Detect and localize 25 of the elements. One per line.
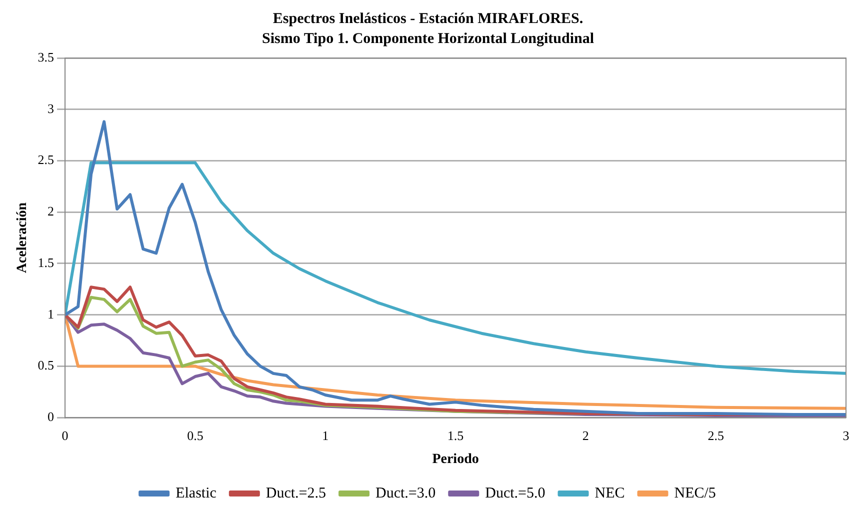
y-tick-label: 1.5 [38, 254, 54, 270]
y-tick-label: 2.5 [38, 152, 54, 168]
x-tick-label: 0.5 [187, 428, 204, 443]
legend-label: Duct.=2.5 [266, 485, 326, 502]
legend-label: Duct.=5.0 [485, 485, 546, 502]
x-tick-label: 3 [842, 428, 850, 443]
y-tick-label: 3 [48, 100, 54, 116]
chart-title: Espectros Inelásticos - Estación MIRAFLORES. [272, 10, 584, 27]
chart-subtitle: Sismo Tipo 1. Componente Horizontal Longitudinal [262, 30, 594, 47]
legend-label: Duct.=3.0 [376, 485, 436, 502]
x-tick-label: 1.5 [447, 428, 464, 443]
y-axis-title: Aceleración [15, 202, 30, 274]
y-tick-label: 3.5 [38, 49, 54, 64]
x-axis-title: Periodo [432, 452, 479, 468]
legend-label: Elastic [176, 485, 217, 502]
y-tick-label: 0.5 [38, 358, 54, 373]
x-tick-label: 1 [322, 428, 329, 443]
y-tick-label: 2 [48, 204, 54, 219]
x-tick-label: 0 [62, 428, 68, 443]
y-tick-label: 0 [48, 409, 54, 424]
y-tick-label: 1 [48, 306, 54, 322]
x-tick-label: 2 [582, 428, 589, 443]
legend-label: NEC [594, 485, 625, 502]
x-tick-label: 2.5 [708, 428, 724, 443]
legend-label: NEC/5 [674, 485, 716, 502]
